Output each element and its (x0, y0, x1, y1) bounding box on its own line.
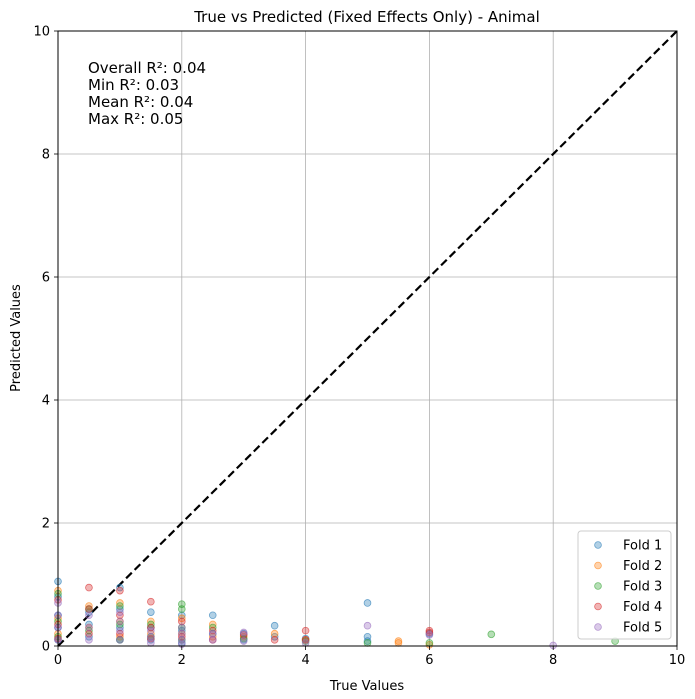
data-point (86, 624, 93, 631)
legend-label: Fold 2 (623, 559, 662, 574)
data-point (117, 609, 124, 616)
data-point (488, 631, 495, 638)
data-point (86, 636, 93, 643)
data-point (364, 600, 371, 607)
x-tick-label: 0 (54, 653, 62, 668)
data-point (395, 640, 402, 647)
data-point (86, 584, 93, 591)
y-tick-label: 0 (42, 640, 50, 655)
stats-line: Min R²: 0.03 (88, 76, 179, 94)
y-tick-label: 8 (42, 148, 50, 163)
y-tick-label: 10 (33, 25, 50, 40)
legend: Fold 1 Fold 2 Fold 3 Fold 4 Fold 5 (578, 531, 671, 639)
legend-marker (595, 624, 602, 631)
stats-line: Max R²: 0.05 (88, 110, 183, 128)
legend-label: Fold 5 (623, 621, 662, 636)
data-point (178, 606, 185, 613)
x-tick-label: 10 (669, 653, 686, 668)
data-point (271, 622, 278, 629)
data-point (302, 640, 309, 647)
data-point (117, 636, 124, 643)
legend-label: Fold 3 (623, 580, 662, 595)
data-point (147, 598, 154, 605)
data-point (117, 618, 124, 625)
x-tick-label: 8 (549, 653, 557, 668)
data-point (364, 640, 371, 647)
legend-marker (595, 542, 602, 549)
y-tick-label: 4 (42, 394, 50, 409)
legend-label: Fold 1 (623, 539, 662, 554)
data-point (271, 636, 278, 643)
data-point (209, 636, 216, 643)
legend-marker (595, 603, 602, 610)
x-tick-label: 2 (178, 653, 186, 668)
legend-marker (595, 583, 602, 590)
legend-marker (595, 562, 602, 569)
data-point (240, 629, 247, 636)
data-point (426, 632, 433, 639)
x-tick-label: 4 (301, 653, 309, 668)
data-point (209, 612, 216, 619)
data-point (240, 638, 247, 645)
data-point (86, 612, 93, 619)
legend-label: Fold 4 (623, 600, 662, 615)
data-point (117, 587, 124, 594)
data-point (426, 640, 433, 647)
data-point (147, 609, 154, 616)
y-tick-label: 2 (42, 517, 50, 532)
data-point (147, 640, 154, 647)
stats-line: Mean R²: 0.04 (88, 93, 193, 111)
x-tick-label: 6 (425, 653, 433, 668)
y-axis-label: Predicted Values (9, 284, 24, 392)
y-tick-label: 6 (42, 271, 50, 286)
x-axis-label: True Values (329, 679, 404, 694)
chart-title: True vs Predicted (Fixed Effects Only) -… (193, 8, 540, 26)
data-point (302, 627, 309, 634)
data-point (364, 622, 371, 629)
stats-line: Overall R²: 0.04 (88, 59, 206, 77)
data-point (117, 627, 124, 634)
